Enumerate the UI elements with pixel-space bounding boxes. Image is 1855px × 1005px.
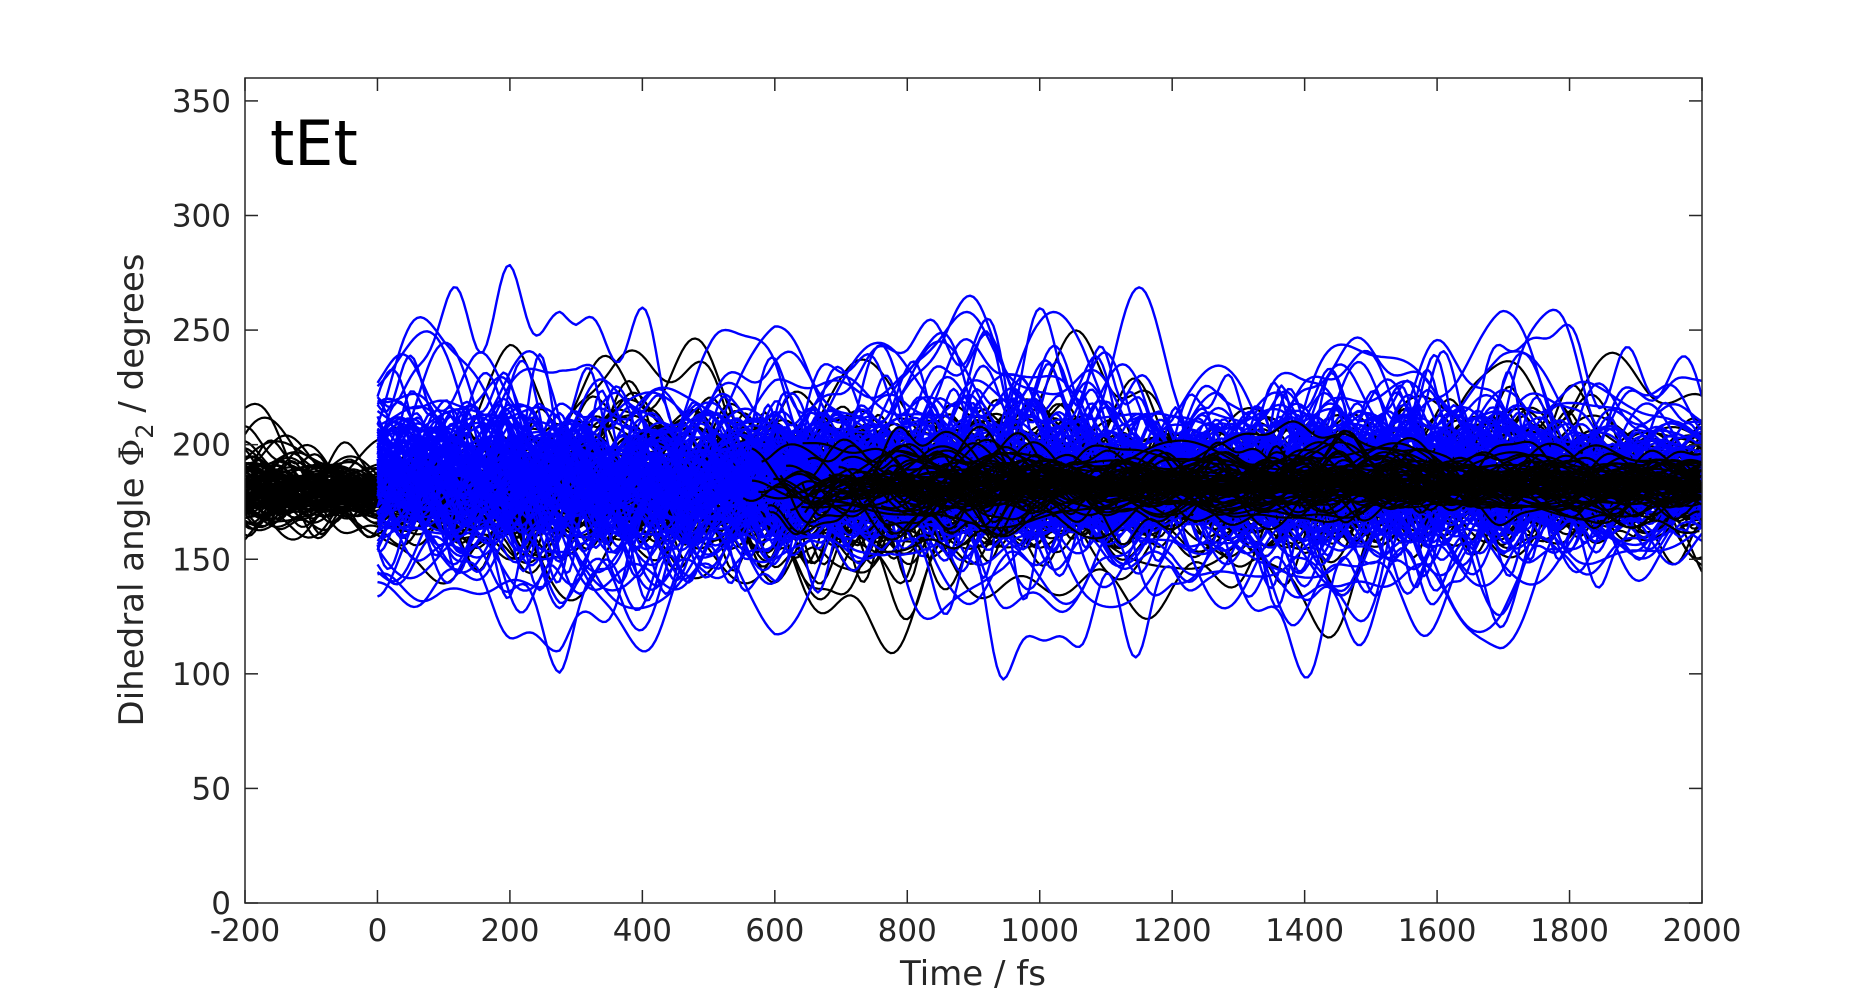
y-tick-label: 150 [172, 542, 231, 578]
y-tick-label: 350 [172, 84, 231, 120]
ground-state-trajectory [849, 432, 1702, 525]
excited-state-trajectory [376, 349, 1702, 606]
y-tick-label: 0 [211, 886, 231, 922]
y-tick-label: 250 [172, 313, 231, 349]
excited-state-trajectory [377, 328, 1702, 614]
y-axis-label-prefix: Dihedral angle [112, 467, 152, 727]
ground-state-trajectory [914, 451, 1700, 514]
x-axis-ticks: -200 0 200 400 600 800 1000 1200 1400 1600 1800 200… [210, 78, 1742, 949]
axes-frame [244, 77, 1703, 904]
y-tick-label: 300 [172, 199, 231, 235]
y-axis-label-suffix: / degrees [112, 254, 152, 424]
ground-state-trajectory [779, 456, 1702, 524]
excited-state-trajectory [376, 373, 1702, 592]
x-tick-label: -200 [210, 913, 280, 949]
x-axis-label: Time / fs [899, 954, 1046, 994]
y-axis-label-symbol: Φ [112, 439, 152, 467]
excited-state-trajectory [376, 263, 1702, 681]
ground-state-trajectory [880, 441, 1700, 537]
y-axis-label: Dihedral angle Φ2 / degrees [112, 254, 159, 727]
ground-state-trajectory [742, 450, 1701, 504]
ground-state-trajectory [882, 456, 1702, 517]
x-tick-label: 1200 [1133, 913, 1212, 949]
ground-state-trajectory [828, 467, 1700, 507]
y-tick-label: 200 [172, 428, 231, 464]
excited-state-trajectory [376, 410, 1702, 567]
x-tick-label: 1000 [1000, 913, 1079, 949]
excited-state-trajectory [376, 332, 1702, 674]
x-tick-label: 600 [745, 913, 804, 949]
ground-state-trajectories-overlay [742, 420, 1702, 554]
panel-label: tEt [270, 107, 358, 180]
excited-state-trajectory [377, 381, 1702, 574]
x-tick-label: 400 [613, 913, 672, 949]
excited-state-trajectory [376, 307, 1702, 629]
excited-state-trajectory [376, 388, 1702, 530]
ground-state-trajectory [878, 420, 1700, 554]
y-axis-ticks: 0 50 100 150 200 250 300 350 [172, 84, 1702, 922]
x-tick-label: 2000 [1663, 913, 1742, 949]
excited-state-trajectory [376, 310, 1702, 636]
y-tick-label: 100 [172, 657, 231, 693]
x-tick-label: 800 [878, 913, 937, 949]
ground-state-trajectory [846, 468, 1702, 501]
ground-state-trajectory [888, 435, 1700, 535]
x-tick-label: 0 [368, 913, 388, 949]
y-tick-label: 50 [192, 771, 231, 807]
x-tick-label: 200 [480, 913, 539, 949]
x-tick-label: 1800 [1530, 913, 1609, 949]
x-tick-label: 1400 [1265, 913, 1344, 949]
excited-state-trajectory [376, 386, 1702, 543]
ground-state-trajectory [856, 470, 1702, 506]
x-tick-label: 1600 [1398, 913, 1477, 949]
ground-state-trajectory [812, 425, 1702, 526]
y-axis-label-subscript: 2 [131, 423, 159, 438]
